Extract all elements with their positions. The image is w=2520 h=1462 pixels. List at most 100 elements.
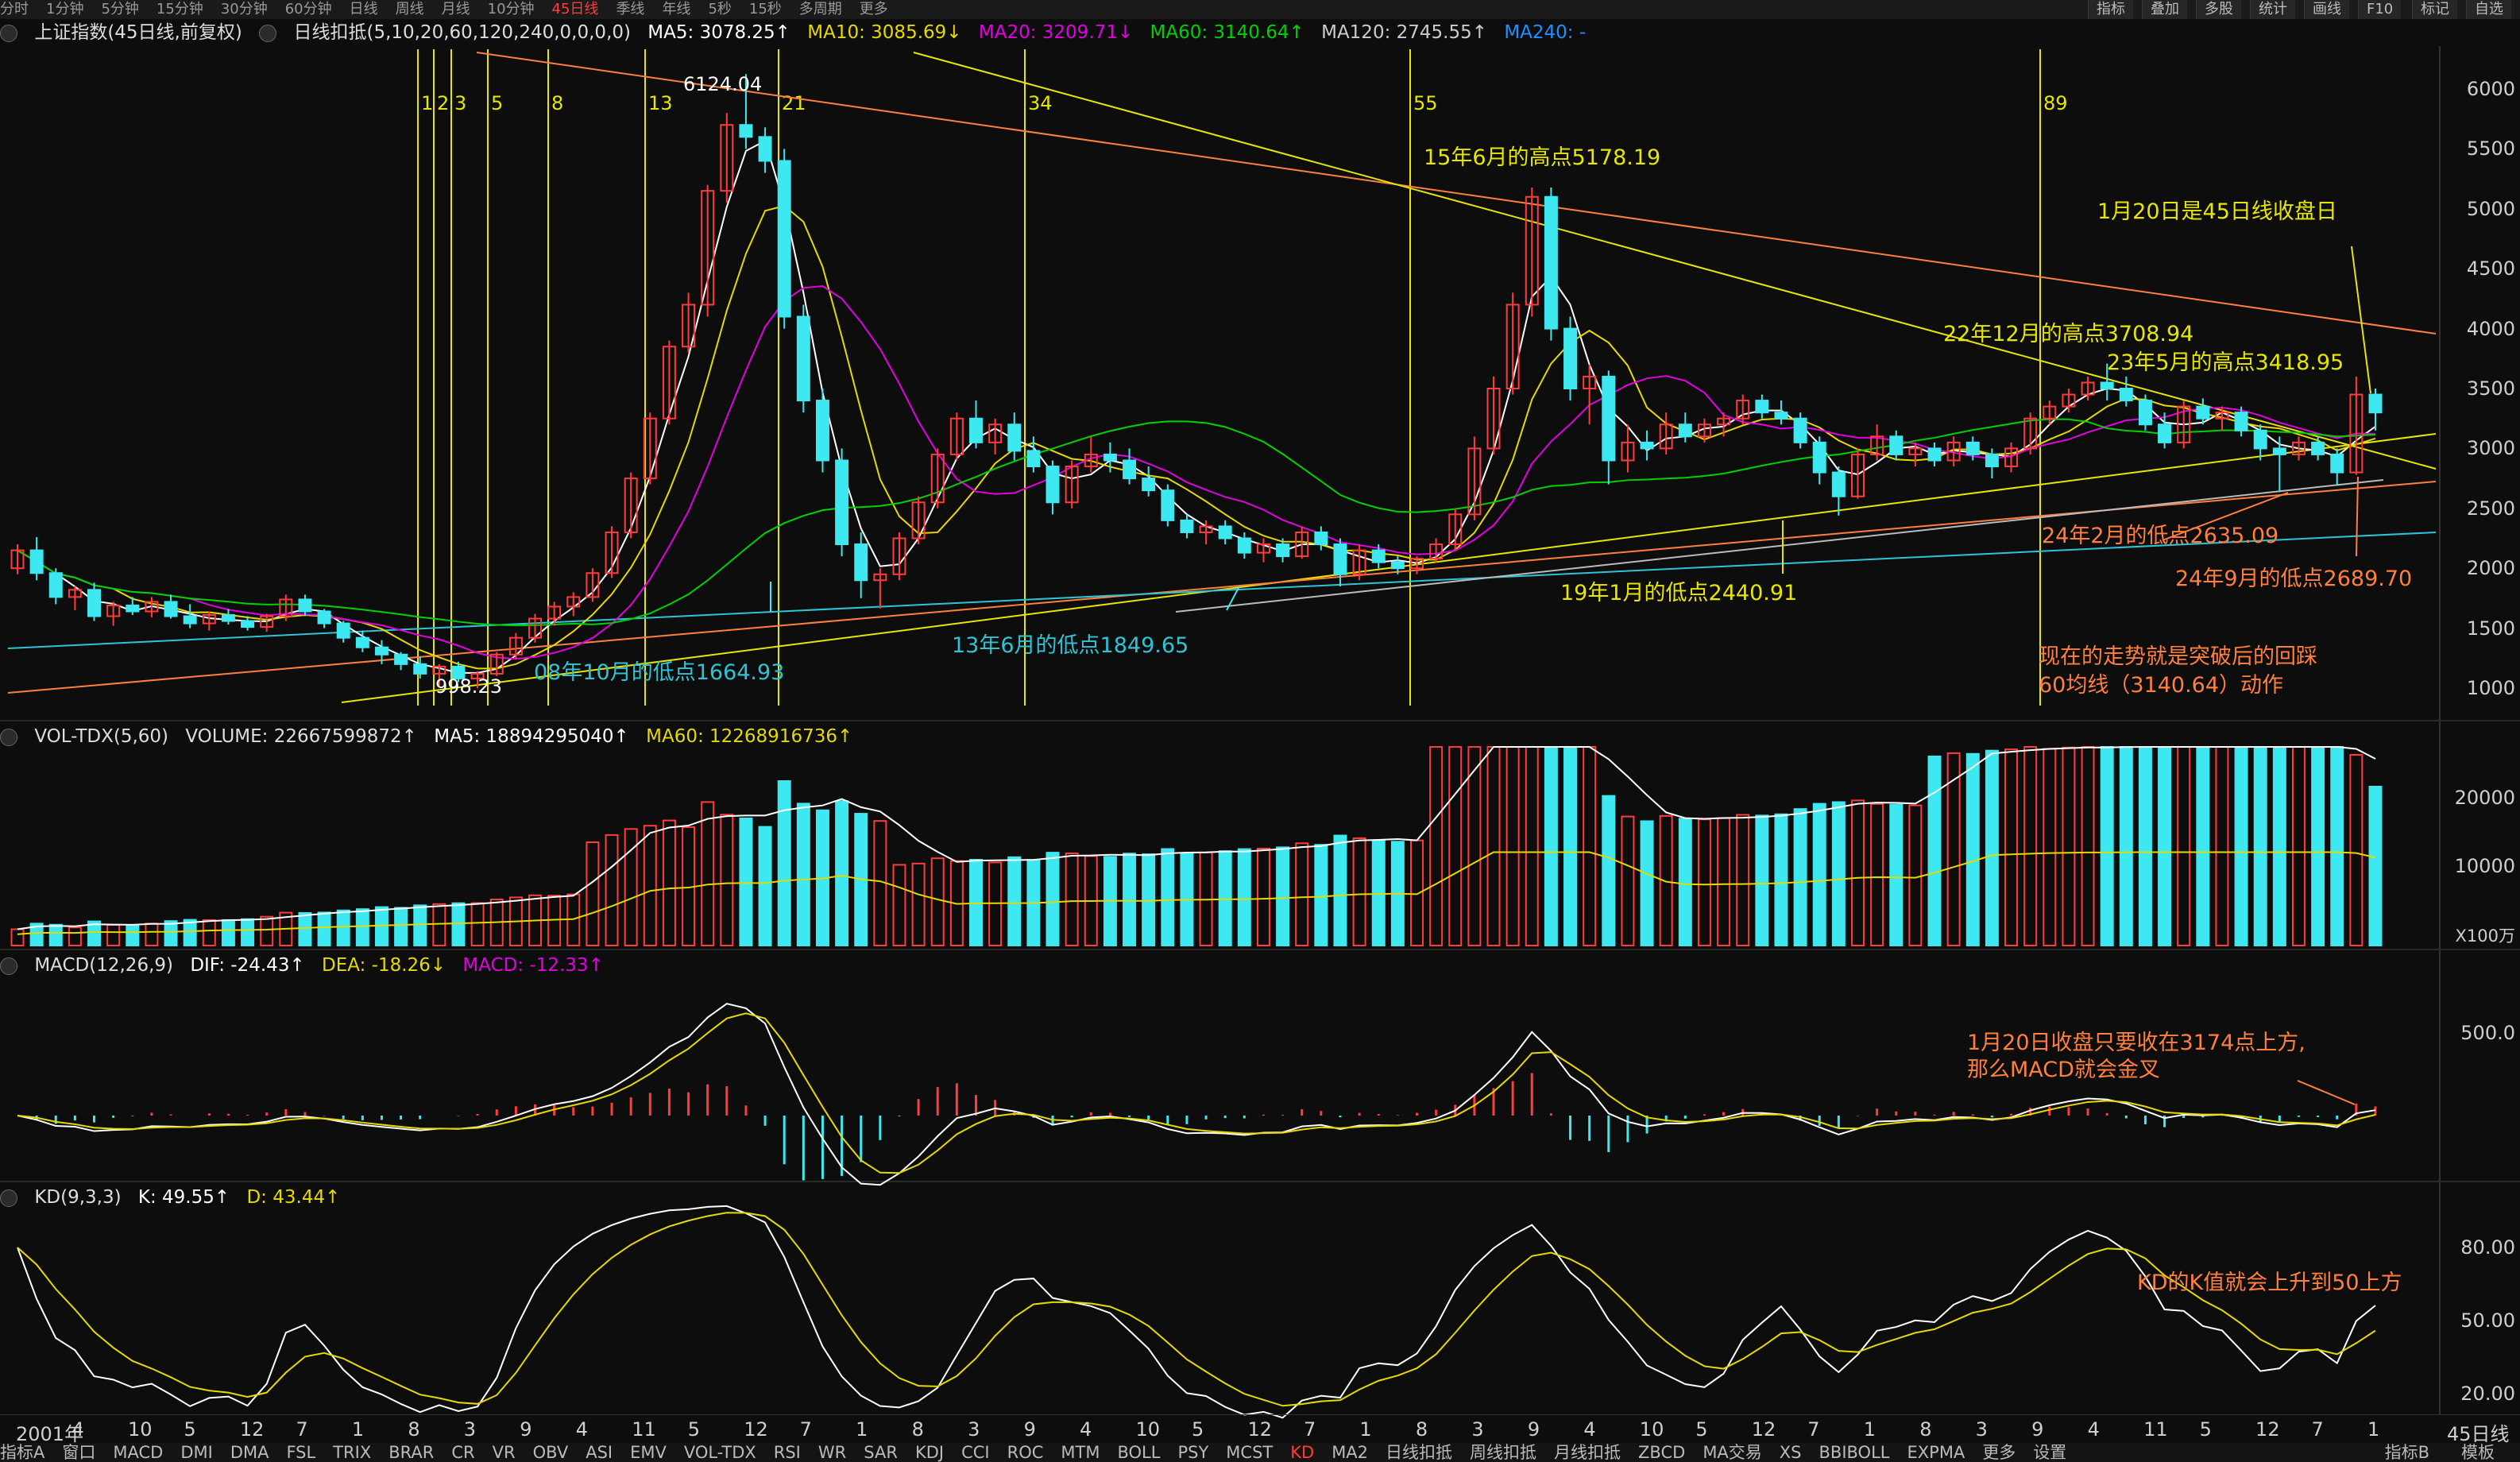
ma5-line xyxy=(17,139,2376,674)
indicator-tab[interactable]: 模板 xyxy=(2461,1443,2495,1462)
volume-bar xyxy=(835,800,849,947)
candle-body xyxy=(126,604,140,613)
candle xyxy=(1621,424,1635,473)
indicator-tab[interactable]: MA2 xyxy=(1332,1443,1369,1462)
indicator-tab[interactable]: DMI xyxy=(180,1443,213,1462)
toolbar-button[interactable]: 自选 xyxy=(2466,0,2511,19)
period-tab[interactable]: 5分钟 xyxy=(101,1,139,17)
indicator-name: 日线扣抵(5,10,20,60,120,240,0,0,0,0) xyxy=(293,22,631,43)
period-tab[interactable]: 15分钟 xyxy=(156,1,203,17)
indicator-tab[interactable]: WR xyxy=(817,1443,847,1462)
candle-body xyxy=(279,598,293,617)
indicator-tab[interactable]: SAR xyxy=(864,1443,898,1462)
collapse-icon[interactable] xyxy=(0,728,17,746)
indicator-tab[interactable]: RSI xyxy=(773,1443,801,1462)
macd-info-bar: MACD(12,26,9) DIF: -24.43↑ DEA: -18.26↓ … xyxy=(0,952,615,979)
indicator-tab[interactable]: TRIX xyxy=(333,1443,372,1462)
toolbar-button[interactable]: 画线 xyxy=(2304,0,2349,19)
indicator-tab[interactable]: EMV xyxy=(630,1443,667,1462)
indicator-tab[interactable]: VOL-TDX xyxy=(683,1443,756,1462)
period-tab[interactable]: 30分钟 xyxy=(220,1,268,17)
time-tick-label: 9 xyxy=(520,1418,532,1441)
high-2015-label: 15年6月的高点5178.19 xyxy=(1424,145,1661,170)
indicator-tab[interactable]: ASI xyxy=(586,1443,613,1462)
indicator-tab[interactable]: FSL xyxy=(286,1443,316,1462)
period-tab[interactable]: 5秒 xyxy=(708,1,732,17)
low-2013-label: 13年6月的低点1849.65 xyxy=(952,633,1189,658)
indicator-tab[interactable]: 月线扣抵 xyxy=(1554,1443,1621,1462)
period-tab[interactable]: 45日线 xyxy=(551,1,599,17)
indicator-tab[interactable]: BBIBOLL xyxy=(1818,1443,1890,1462)
indicator-tab[interactable]: PSY xyxy=(1177,1443,1209,1462)
indicator-tab[interactable]: EXPMA xyxy=(1907,1443,1965,1462)
price-tick-label: 3000 xyxy=(2466,437,2515,460)
fib-number-label: 3 xyxy=(454,92,466,114)
indicator-tab[interactable]: MTM xyxy=(1061,1443,1100,1462)
indicator-tab[interactable]: MACD xyxy=(113,1443,164,1462)
collapse-icon[interactable] xyxy=(0,1189,17,1207)
fib-number-label: 89 xyxy=(2043,92,2068,114)
period-tab[interactable]: 15秒 xyxy=(748,1,782,17)
indicator-tab[interactable]: 周线扣抵 xyxy=(1470,1443,1537,1462)
period-tab[interactable]: 10分钟 xyxy=(487,1,535,17)
toolbar-button[interactable]: 指标 xyxy=(2088,0,2133,19)
indicator-tab[interactable]: ZBCD xyxy=(1638,1443,1686,1462)
panel-separator[interactable] xyxy=(0,1181,2520,1182)
indicator-tab[interactable]: MCST xyxy=(1226,1443,1274,1462)
volume-bar xyxy=(221,919,235,947)
indicator-tab[interactable]: BRAR xyxy=(388,1443,435,1462)
indicator-tab[interactable]: 窗口 xyxy=(62,1443,96,1462)
period-tab[interactable]: 分时 xyxy=(0,1,29,17)
indicator-tab[interactable]: 设置 xyxy=(2033,1443,2067,1462)
collapse-icon[interactable] xyxy=(0,24,17,42)
panel-separator[interactable] xyxy=(0,949,2520,950)
toolbar-button[interactable]: 统计 xyxy=(2250,0,2295,19)
period-tab[interactable]: 1分钟 xyxy=(46,1,84,17)
period-tab[interactable]: 年线 xyxy=(662,1,691,17)
period-tab[interactable]: 多周期 xyxy=(798,1,842,17)
indicator-tab[interactable]: VR xyxy=(492,1443,516,1462)
indicator-tab[interactable]: ROC xyxy=(1007,1443,1044,1462)
collapse-icon[interactable] xyxy=(0,957,17,975)
period-tab[interactable]: 季线 xyxy=(616,1,645,17)
volume-axis: 20000 10000 X100万 xyxy=(2439,721,2520,949)
candle-body xyxy=(10,549,25,570)
candle-body xyxy=(2062,393,2076,408)
volume-bar xyxy=(1965,752,1980,946)
period-tab[interactable]: 周线 xyxy=(395,1,424,17)
candle-body xyxy=(988,424,1003,443)
candle xyxy=(1965,436,1980,461)
indicator-tab[interactable]: KD xyxy=(1290,1443,1315,1462)
toolbar-button[interactable]: 标记 xyxy=(2412,0,2457,19)
period-tab[interactable]: 更多 xyxy=(859,1,888,17)
indicator-tab[interactable]: 指标A xyxy=(0,1443,45,1462)
indicator-tab[interactable]: DMA xyxy=(230,1443,269,1462)
toolbar-button[interactable]: 叠加 xyxy=(2142,0,2187,19)
candle-body xyxy=(1256,543,1270,554)
period-tab[interactable]: 月线 xyxy=(441,1,470,17)
indicator-tab[interactable]: CR xyxy=(451,1443,475,1462)
indicator-tab[interactable]: XS xyxy=(1779,1443,1802,1462)
period-tab[interactable]: 日线 xyxy=(349,1,378,17)
volume-bar xyxy=(394,907,408,946)
indicator-tab[interactable]: KDJ xyxy=(914,1443,945,1462)
panel-separator[interactable] xyxy=(0,720,2520,721)
price-tick-label: 4500 xyxy=(2466,257,2515,280)
time-tick-label: 5 xyxy=(2199,1418,2212,1441)
period-tab[interactable]: 60分钟 xyxy=(284,1,332,17)
toolbar-button[interactable]: 多股 xyxy=(2196,0,2241,19)
settings-icon[interactable] xyxy=(259,24,277,42)
indicator-tab[interactable]: 指标B xyxy=(2384,1443,2429,1462)
time-tick-label: 3 xyxy=(1975,1418,1988,1441)
indicator-tab[interactable]: OBV xyxy=(532,1443,569,1462)
indicator-tab[interactable]: MA交易 xyxy=(1703,1443,1762,1462)
indicator-tab[interactable]: BOLL xyxy=(1117,1443,1161,1462)
indicator-tab[interactable]: CCI xyxy=(961,1443,990,1462)
indicator-tab[interactable]: 日线扣抵 xyxy=(1386,1443,1453,1462)
candle xyxy=(1026,436,1041,473)
indicator-tab[interactable]: 更多 xyxy=(1982,1443,2016,1462)
candle xyxy=(815,389,829,473)
time-tick-label: 5 xyxy=(1192,1418,1204,1441)
toolbar-button[interactable]: F10 xyxy=(2358,0,2402,19)
